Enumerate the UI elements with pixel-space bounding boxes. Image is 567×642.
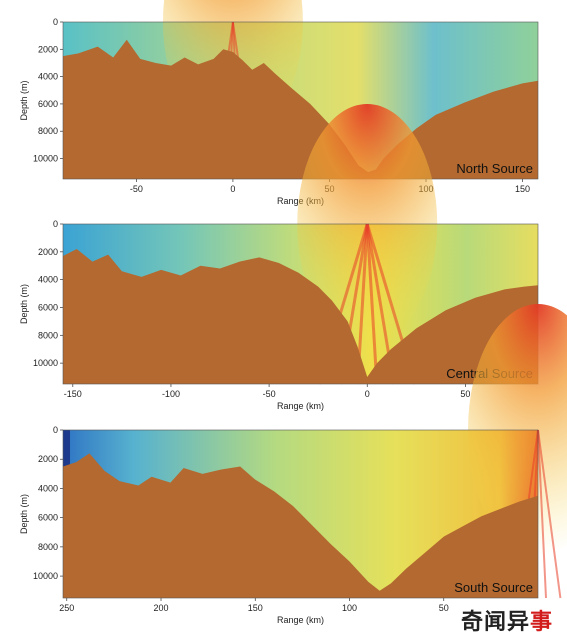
south-source-panel: 0 2000 4000 6000 8000 10000 250 200 150 100 50 De… [19,304,567,625]
y-tick-label: 0 [53,17,58,27]
x-tick-label: -50 [130,184,143,194]
y-tick-label: 2000 [38,44,58,54]
y-axis-label: Depth (m) [19,80,29,120]
y-tick-label: 0 [53,425,58,435]
x-tick-label: 0 [230,184,235,194]
y-tick-label: 8000 [38,126,58,136]
central-source-panel: 0 2000 4000 6000 8000 10000 -150 -100 -50 0 50 De… [19,104,539,411]
panel-label: North Source [456,161,533,176]
x-tick-label: -150 [64,389,82,399]
ray-beam [365,223,379,385]
seafloor [63,453,538,598]
y-tick-label: 8000 [38,542,58,552]
y-axis-label: Depth (m) [19,494,29,534]
ray-beam [537,429,547,599]
y-tick-label: 6000 [38,302,58,312]
y-tick-label: 6000 [38,99,58,109]
y-axis-ticks: 0 2000 4000 6000 8000 10000 [33,219,63,368]
y-axis-ticks: 0 2000 4000 6000 8000 10000 [33,17,63,164]
x-tick-label: 250 [59,603,74,613]
x-tick-label: 50 [439,603,449,613]
y-tick-label: 10000 [33,154,58,164]
y-tick-label: 6000 [38,513,58,523]
watermark: 奇闻异事 [461,604,553,636]
x-tick-label: -100 [162,389,180,399]
y-tick-label: 8000 [38,330,58,340]
x-axis-label: Range (km) [277,615,324,625]
y-tick-label: 4000 [38,483,58,493]
x-tick-label: 150 [515,184,530,194]
plot-frame [62,21,539,180]
x-axis-ticks: -150 -100 -50 0 50 [64,384,470,399]
y-axis-ticks: 0 2000 4000 6000 8000 10000 [33,425,63,581]
panel-label: South Source [454,580,533,595]
y-tick-label: 10000 [33,571,58,581]
ray-beam [537,429,562,599]
y-tick-label: 0 [53,219,58,229]
watermark-text-accent: 事 [529,610,553,635]
x-tick-label: 50 [460,389,470,399]
x-tick-label: 100 [342,603,357,613]
seafloor [63,249,538,384]
x-tick-label: 150 [248,603,263,613]
y-tick-label: 10000 [33,358,58,368]
x-tick-label: 0 [365,389,370,399]
x-tick-label: 200 [154,603,169,613]
x-axis-label: Range (km) [277,401,324,411]
plot-frame [62,429,539,599]
y-tick-label: 4000 [38,72,58,82]
x-tick-label: -50 [263,389,276,399]
y-axis-label: Depth (m) [19,284,29,324]
y-tick-label: 2000 [38,247,58,257]
y-tick-label: 4000 [38,275,58,285]
x-axis-ticks: 250 200 150 100 50 [59,598,449,613]
watermark-text: 奇闻异 [460,610,530,635]
y-tick-label: 2000 [38,454,58,464]
